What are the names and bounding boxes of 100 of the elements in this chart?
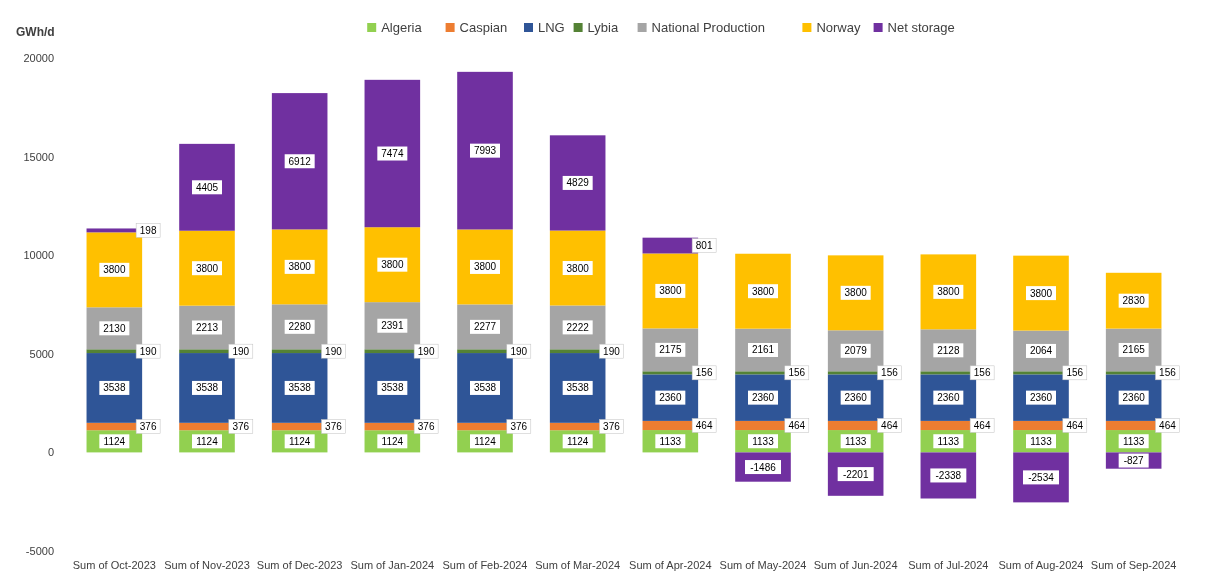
y-tick-label: 5000 bbox=[29, 347, 54, 360]
x-tick-label: Sum of May-2024 bbox=[719, 559, 807, 571]
y-tick-label: -5000 bbox=[25, 545, 54, 557]
y-tick-label: 20000 bbox=[23, 52, 54, 64]
bar bbox=[271, 93, 328, 230]
data-label: 190 bbox=[325, 345, 343, 357]
data-label: 376 bbox=[325, 421, 343, 433]
bar bbox=[364, 79, 421, 228]
x-tick-label: Sum of Oct-2023 bbox=[72, 559, 156, 571]
data-label: 156 bbox=[788, 367, 806, 379]
data-label: 2360 bbox=[844, 392, 868, 404]
data-label: 2360 bbox=[1122, 392, 1146, 404]
data-label: 190 bbox=[603, 345, 621, 357]
data-label: 2277 bbox=[473, 321, 497, 333]
data-label: 1124 bbox=[566, 435, 589, 447]
data-label: 4405 bbox=[195, 181, 219, 193]
data-label: 190 bbox=[232, 345, 250, 357]
x-tick-label: Sum of Mar-2024 bbox=[535, 559, 621, 571]
data-label: 2130 bbox=[103, 322, 126, 334]
x-tick-label: Sum of Apr-2024 bbox=[629, 559, 712, 571]
bar bbox=[364, 227, 421, 303]
data-label: 2064 bbox=[1029, 345, 1053, 357]
data-label: 4829 bbox=[566, 177, 590, 189]
data-label: 3800 bbox=[473, 261, 497, 273]
data-label: 3538 bbox=[381, 382, 404, 394]
y-tick-label: 15000 bbox=[23, 150, 54, 163]
bar bbox=[364, 353, 421, 423]
data-label: 198 bbox=[139, 224, 157, 236]
data-label: 2213 bbox=[195, 321, 219, 333]
bar bbox=[1105, 272, 1162, 329]
data-label: 3538 bbox=[103, 382, 126, 394]
x-tick-label: Sum of Feb-2024 bbox=[442, 559, 528, 571]
legend-label: LNG bbox=[538, 20, 565, 35]
data-label: 376 bbox=[603, 421, 621, 433]
data-label: 376 bbox=[139, 421, 157, 433]
y-tick-label: 0 bbox=[47, 446, 54, 459]
data-label: 1133 bbox=[752, 435, 775, 447]
data-label: 1124 bbox=[474, 435, 497, 447]
bar bbox=[457, 353, 513, 423]
y-axis-title: GWh/d bbox=[16, 25, 55, 39]
x-tick-label: Sum of Nov-2023 bbox=[164, 559, 250, 571]
data-label: 464 bbox=[1159, 419, 1177, 431]
bar bbox=[1013, 255, 1069, 331]
data-label: 6912 bbox=[288, 155, 312, 167]
data-label: 3800 bbox=[288, 261, 312, 273]
legend-label: Caspian bbox=[459, 20, 508, 35]
data-label: 1133 bbox=[659, 435, 682, 447]
data-label: 464 bbox=[695, 419, 713, 431]
data-label: 3800 bbox=[751, 285, 775, 297]
bar bbox=[549, 135, 606, 231]
data-label: 464 bbox=[1066, 419, 1084, 431]
bar bbox=[86, 353, 143, 423]
data-label: 2165 bbox=[1122, 344, 1146, 356]
data-label: 801 bbox=[695, 240, 713, 252]
data-label: 464 bbox=[788, 419, 806, 431]
data-label: 3800 bbox=[1029, 287, 1053, 299]
bar bbox=[457, 71, 513, 230]
bar bbox=[920, 254, 977, 330]
data-label: 1124 bbox=[381, 435, 404, 447]
data-label: 7993 bbox=[473, 145, 497, 157]
data-label: 2222 bbox=[566, 321, 590, 333]
data-label: 2360 bbox=[1029, 392, 1053, 404]
bar bbox=[86, 232, 143, 308]
data-label: 1124 bbox=[196, 435, 219, 447]
bar bbox=[549, 230, 606, 306]
bar bbox=[271, 229, 328, 305]
data-label: 3800 bbox=[937, 286, 960, 298]
bar bbox=[179, 353, 235, 423]
data-label: 190 bbox=[417, 345, 435, 357]
bar bbox=[179, 230, 235, 306]
x-tick-label: Sum of Aug-2024 bbox=[998, 559, 1084, 571]
data-label: 7474 bbox=[381, 148, 404, 160]
data-label: -1486 bbox=[750, 461, 777, 473]
data-label: 3800 bbox=[844, 287, 868, 299]
data-label: -2201 bbox=[842, 468, 869, 480]
data-label: 1133 bbox=[1030, 435, 1053, 447]
data-label: 3538 bbox=[195, 382, 219, 394]
bar bbox=[457, 229, 513, 305]
data-label: 1133 bbox=[844, 435, 867, 447]
bar bbox=[271, 353, 328, 423]
x-tick-label: Sum of Jun-2024 bbox=[813, 559, 898, 571]
data-label: 156 bbox=[695, 367, 713, 379]
y-tick-label: 10000 bbox=[23, 249, 54, 262]
data-label: 464 bbox=[881, 419, 899, 431]
data-label: 3800 bbox=[659, 285, 682, 297]
data-label: 156 bbox=[973, 367, 991, 379]
data-label: 2830 bbox=[1122, 295, 1146, 307]
x-tick-label: Sum of Dec-2023 bbox=[256, 559, 343, 571]
data-label: 2360 bbox=[937, 392, 960, 404]
data-label: 376 bbox=[510, 421, 528, 433]
bar bbox=[827, 255, 884, 331]
data-label: 3800 bbox=[566, 262, 590, 274]
data-label: 2360 bbox=[659, 392, 682, 404]
data-label: 2391 bbox=[381, 320, 404, 332]
data-label: 1133 bbox=[937, 435, 960, 447]
data-label: 156 bbox=[1159, 367, 1177, 379]
legend-label: National Production bbox=[651, 20, 766, 35]
data-label: 2175 bbox=[659, 344, 682, 356]
data-label: -827 bbox=[1123, 455, 1145, 467]
legend-label: Algeria bbox=[381, 20, 423, 35]
